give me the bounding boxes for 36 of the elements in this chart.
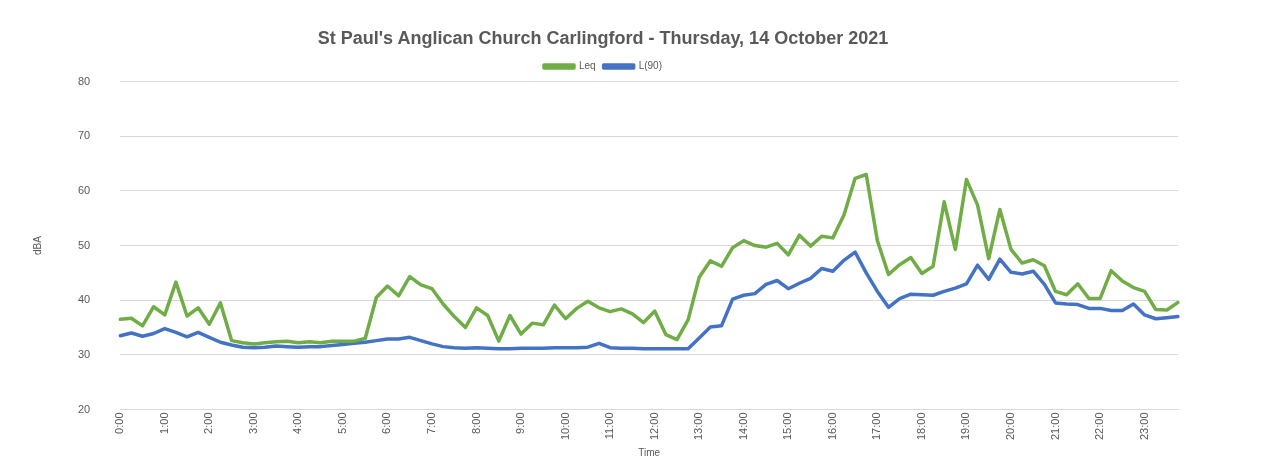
- y-tick-label: 20: [77, 402, 91, 415]
- x-tick-label: 7:00: [425, 412, 438, 434]
- x-tick-label: 18:00: [914, 412, 927, 440]
- y-tick-label: 30: [77, 347, 91, 360]
- x-tick-label: 10:00: [558, 412, 571, 440]
- y-tick-label: 50: [77, 238, 91, 251]
- x-tick-label: 12:00: [647, 412, 660, 440]
- x-tick-label: 8:00: [469, 412, 482, 434]
- x-tick-label: 3:00: [246, 412, 259, 434]
- y-tick-label: 70: [77, 129, 91, 142]
- y-tick-label: 40: [77, 293, 91, 306]
- x-tick-label: 21:00: [1048, 412, 1061, 440]
- x-tick-label: 16:00: [825, 412, 838, 440]
- x-tick-label: 6:00: [380, 412, 393, 434]
- x-axis-title: Time: [638, 446, 661, 458]
- x-tick-label: 20:00: [1004, 412, 1017, 440]
- chart-title: St Paul's Anglican Church Carlingford - Thursday, 14 October 2021: [317, 27, 889, 48]
- y-tick-label: 60: [77, 183, 91, 196]
- x-tick-label: 13:00: [692, 412, 705, 440]
- x-tick-label: 0:00: [113, 412, 126, 434]
- legend-label: L(90): [638, 60, 663, 72]
- x-tick-label: 19:00: [959, 412, 972, 440]
- y-axis-title: dBA: [31, 235, 43, 255]
- x-tick-label: 23:00: [1137, 412, 1150, 440]
- x-tick-label: 22:00: [1093, 412, 1106, 440]
- x-tick-label: 5:00: [335, 412, 348, 434]
- x-tick-label: 15:00: [781, 412, 794, 440]
- x-tick-label: 4:00: [291, 412, 304, 434]
- x-tick-label: 11:00: [603, 412, 616, 440]
- legend-label: Leq: [578, 60, 596, 72]
- x-tick-label: 14:00: [736, 412, 749, 440]
- x-tick-label: 9:00: [514, 412, 527, 434]
- x-tick-label: 1:00: [157, 412, 170, 434]
- y-tick-label: 80: [77, 74, 91, 87]
- x-tick-label: 17:00: [870, 412, 883, 440]
- x-tick-label: 2:00: [202, 412, 215, 434]
